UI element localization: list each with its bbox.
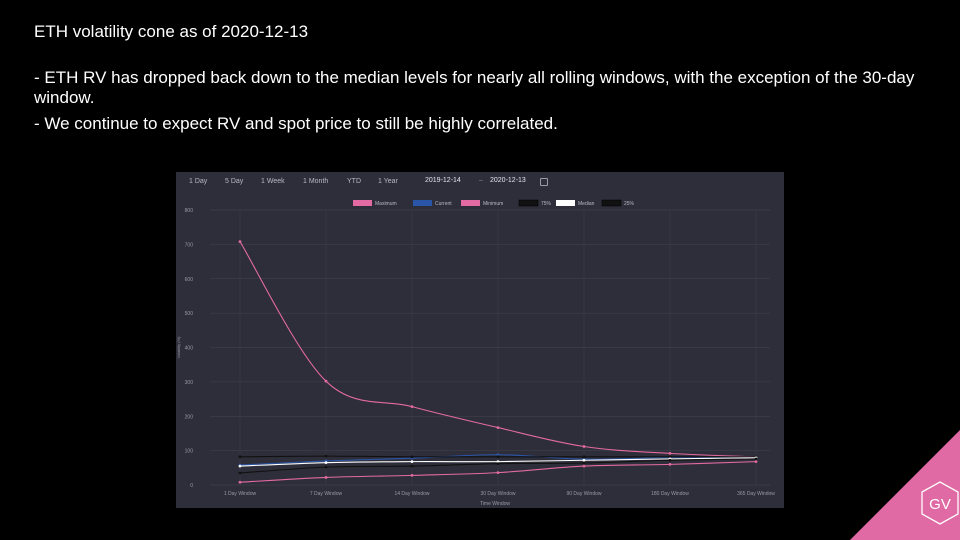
data-point-minimum xyxy=(496,471,500,475)
bullet-correlation: - We continue to expect RV and spot pric… xyxy=(34,114,558,133)
data-point-median xyxy=(496,460,500,464)
data-point-75pct xyxy=(410,455,414,459)
data-point-maximum xyxy=(582,445,586,448)
y-tick-label: 0 xyxy=(190,483,193,489)
x-axis-label: Time Window xyxy=(480,501,510,507)
range-button-1-month[interactable]: 1 Month xyxy=(303,178,329,185)
data-point-minimum xyxy=(582,464,586,468)
y-tick-label: 600 xyxy=(185,277,194,283)
x-tick-label: 180 Day Window xyxy=(651,491,689,497)
range-button-1-day[interactable]: 1 Day xyxy=(189,178,208,185)
end-date-input[interactable]: 2020-12-13 xyxy=(490,177,526,184)
calendar-icon[interactable] xyxy=(540,178,548,186)
data-point-75pct xyxy=(668,455,672,459)
x-tick-label: 14 Day Window xyxy=(394,491,429,497)
legend-label: 25% xyxy=(624,201,635,207)
slide-title: ETH volatility cone as of 2020-12-13 xyxy=(34,22,309,41)
range-button-1-week[interactable]: 1 Week xyxy=(261,178,285,185)
bullet-rv-median: - ETH RV has dropped back down to the me… xyxy=(34,68,915,107)
volatility-cone-chart: 0 100 200 300 400 500 600 700 800 1 Day Window 7 D… xyxy=(176,199,775,507)
data-point-25pct xyxy=(324,465,328,469)
data-point-maximum xyxy=(324,379,328,383)
y-tick-label: 500 xyxy=(185,311,194,317)
legend-swatch xyxy=(601,199,622,207)
x-tick-label: 30 Day Window xyxy=(480,491,515,497)
legend-label: Current xyxy=(435,201,452,207)
y-tick-label: 700 xyxy=(185,242,194,248)
data-point-25pct xyxy=(410,464,414,468)
date-range-separator: – xyxy=(479,177,483,184)
data-point-maximum xyxy=(410,405,414,409)
data-point-minimum xyxy=(238,480,242,484)
x-tick-label: 1 Day Window xyxy=(224,491,257,497)
y-tick-label: 800 xyxy=(185,208,194,214)
data-point-minimum xyxy=(410,473,414,477)
data-point-75pct xyxy=(238,455,242,459)
y-tick-label: 300 xyxy=(185,380,194,386)
data-point-25pct xyxy=(238,471,242,475)
legend-label: Minimum xyxy=(483,201,503,207)
data-point-median xyxy=(238,464,242,468)
data-point-25pct xyxy=(754,457,758,461)
x-tick-label: 90 Day Window xyxy=(566,491,601,497)
data-point-25pct xyxy=(496,462,500,466)
data-point-minimum xyxy=(754,460,758,464)
data-point-maximum xyxy=(668,451,672,455)
legend-swatch xyxy=(461,200,480,206)
data-point-minimum xyxy=(324,476,328,479)
data-point-minimum xyxy=(668,462,672,466)
legend-swatch xyxy=(518,199,539,207)
y-tick-label: 100 xyxy=(185,449,194,455)
start-date-input[interactable]: 2019-12-14 xyxy=(425,177,461,184)
legend-swatch xyxy=(353,200,372,206)
chart-panel: 1 Day 5 Day 1 Week 1 Month YTD 1 Year 20… xyxy=(176,172,784,508)
data-point-maximum xyxy=(238,240,242,244)
data-point-25pct xyxy=(582,461,586,465)
legend-label: Maximum xyxy=(375,201,397,207)
legend-swatch xyxy=(556,200,575,206)
data-point-75pct xyxy=(324,454,328,458)
svg-text:GV: GV xyxy=(929,496,951,513)
data-point-median xyxy=(324,461,328,465)
x-tick-label: 7 Day Window xyxy=(310,491,343,497)
data-point-median xyxy=(410,460,414,464)
range-button-ytd[interactable]: YTD xyxy=(347,178,361,185)
gv-logo: GV xyxy=(850,430,960,540)
data-point-median xyxy=(582,458,586,462)
data-point-maximum xyxy=(496,426,500,429)
y-tick-label: 200 xyxy=(185,414,194,420)
range-button-5-day[interactable]: 5 Day xyxy=(225,178,244,185)
legend-label: 75% xyxy=(541,201,552,207)
range-button-1-year[interactable]: 1 Year xyxy=(378,178,398,185)
legend-swatch xyxy=(413,200,432,206)
range-toolbar: 1 Day 5 Day 1 Week 1 Month YTD 1 Year 20… xyxy=(176,172,784,192)
x-tick-label: 365 Day Window xyxy=(737,491,775,497)
legend-label: Median xyxy=(578,201,595,207)
data-point-current xyxy=(496,453,500,457)
y-tick-label: 400 xyxy=(185,346,194,352)
data-point-25pct xyxy=(668,458,672,462)
y-axis-label: Volatility (%) xyxy=(176,336,181,359)
data-point-75pct xyxy=(582,455,586,459)
data-point-75pct xyxy=(496,455,500,459)
